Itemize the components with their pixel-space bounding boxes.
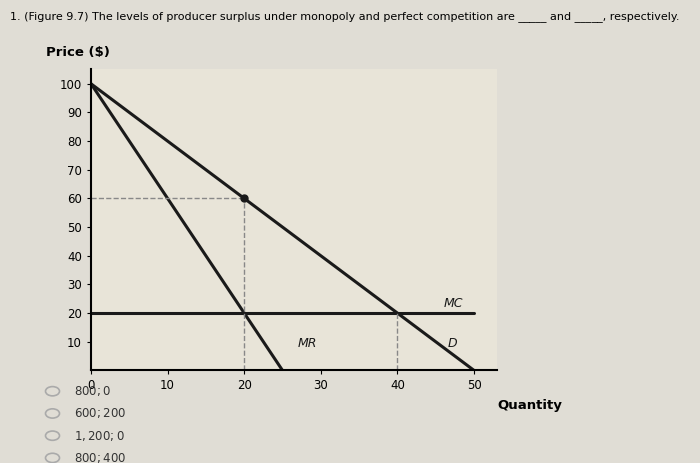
Text: MC: MC — [443, 297, 463, 310]
Text: $600; $200: $600; $200 — [74, 407, 126, 420]
Text: MR: MR — [298, 338, 317, 350]
Text: Quantity: Quantity — [497, 399, 562, 412]
Text: $800; $400: $800; $400 — [74, 451, 126, 463]
Text: Price ($): Price ($) — [46, 46, 109, 59]
Text: $1,200; $0: $1,200; $0 — [74, 429, 125, 443]
Text: 1. (Figure 9.7) The levels of producer surplus under monopoly and perfect compet: 1. (Figure 9.7) The levels of producer s… — [10, 12, 680, 23]
Text: D: D — [447, 338, 457, 350]
Text: $800; $0: $800; $0 — [74, 384, 111, 398]
